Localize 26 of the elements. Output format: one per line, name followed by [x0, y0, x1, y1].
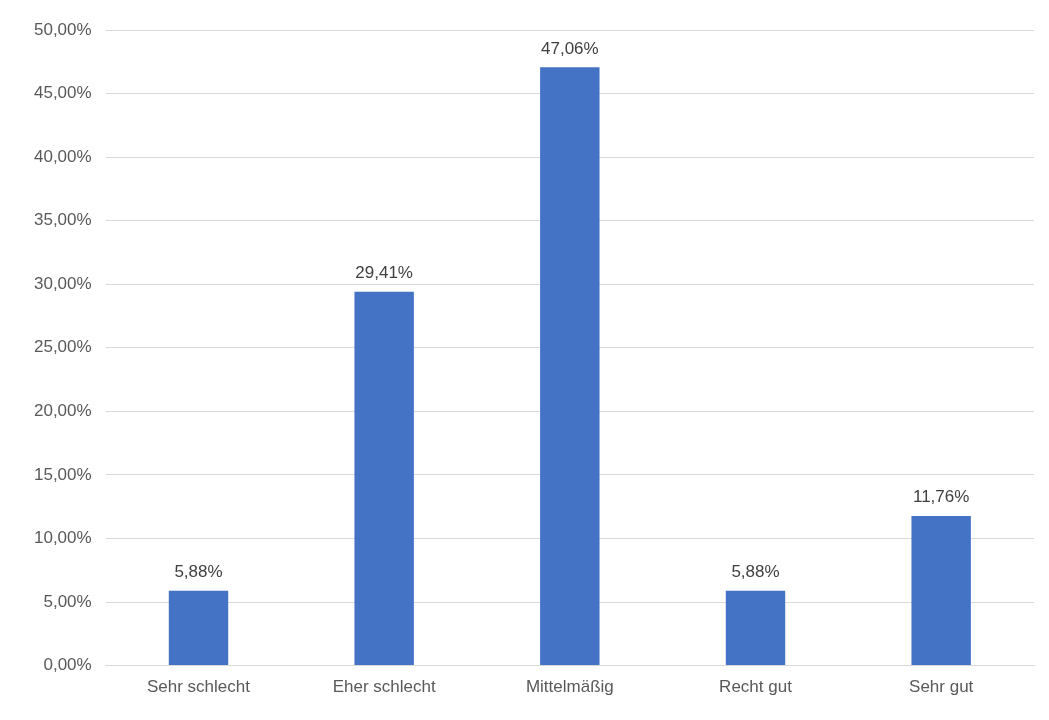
x-tick-label: Recht gut [719, 677, 793, 697]
data-label: 5,88% [731, 562, 780, 582]
y-tick-label: 10,00% [33, 528, 92, 548]
y-tick-label: 0,00% [43, 655, 92, 675]
y-tick-label: 45,00% [33, 83, 92, 103]
data-label: 29,41% [355, 262, 413, 282]
x-tick-label: Sehr gut [909, 677, 974, 697]
data-label: 5,88% [174, 562, 223, 582]
bar [911, 516, 971, 666]
y-tick-label: 30,00% [33, 273, 92, 293]
x-tick-label: Eher schlecht [332, 677, 436, 697]
y-tick-label: 20,00% [33, 401, 92, 421]
bar [540, 67, 600, 666]
bar [725, 590, 786, 666]
data-label: 11,76% [912, 487, 970, 507]
y-tick-label: 50,00% [33, 19, 92, 39]
bar [354, 291, 414, 666]
data-label: 47,06% [540, 38, 599, 58]
y-tick-label: 40,00% [33, 146, 92, 166]
y-tick-label: 25,00% [33, 337, 92, 357]
bar [168, 590, 229, 666]
x-tick-label: Sehr schlecht [146, 677, 251, 697]
x-tick-label: Mittelmäßig [525, 677, 614, 697]
y-tick-label: 5,00% [43, 591, 92, 611]
y-tick-label: 15,00% [33, 464, 92, 484]
y-tick-label: 35,00% [33, 210, 92, 230]
